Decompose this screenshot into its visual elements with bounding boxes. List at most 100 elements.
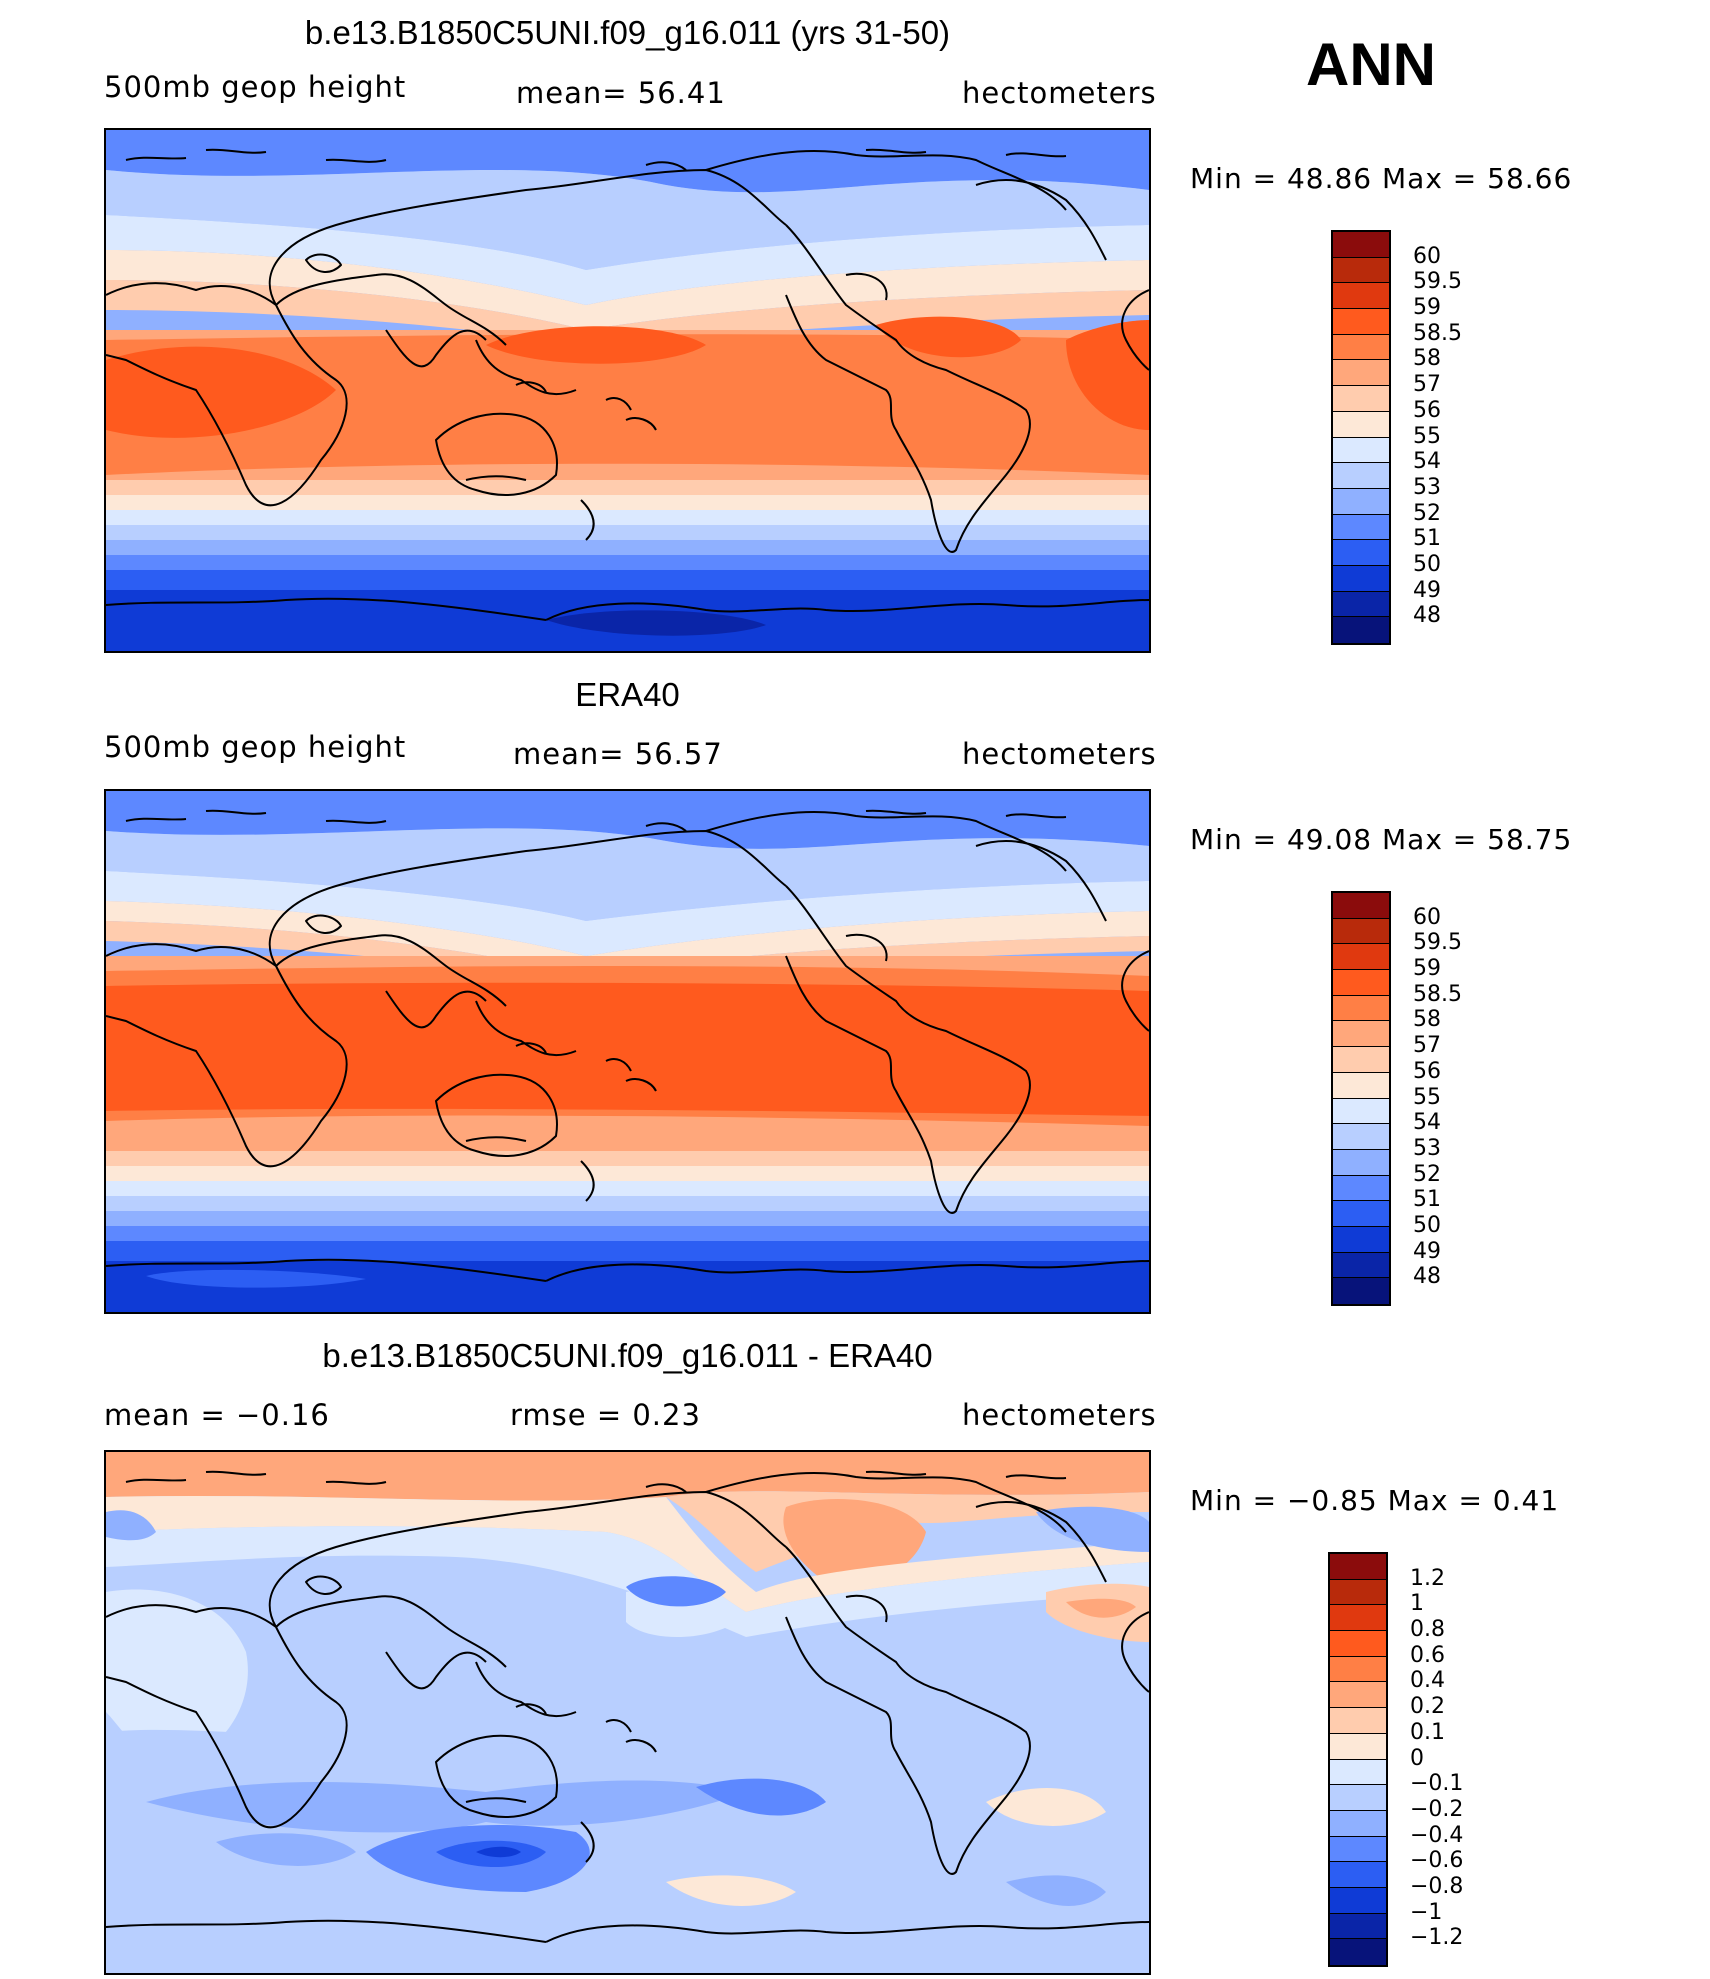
colorbar-swatch	[1330, 1682, 1386, 1709]
colorbar-swatch	[1330, 1887, 1386, 1914]
colorbar-swatch	[1330, 1579, 1386, 1606]
colorbar-level-label: 59.5	[1413, 269, 1462, 295]
colorbar-swatch	[1333, 514, 1389, 541]
colorbar-level-label: 59	[1413, 956, 1441, 982]
colorbar-level-label: −1	[1410, 1899, 1443, 1925]
colorbar-level-label: 49	[1413, 577, 1441, 603]
colorbar-swatch	[1330, 1836, 1386, 1863]
panel-1-mean-label: mean= 56.41	[516, 76, 726, 110]
colorbar-level-label: 0.8	[1410, 1617, 1445, 1643]
colorbar-swatch	[1330, 1554, 1386, 1580]
panel-2-minmax: Min = 49.08 Max = 58.75	[1190, 823, 1573, 856]
colorbar-level-label: 0.1	[1410, 1719, 1445, 1745]
colorbar-level-label: −0.8	[1410, 1873, 1464, 1899]
colorbar-level-label: 59	[1413, 295, 1441, 321]
colorbar-level-label: −1.2	[1410, 1925, 1464, 1951]
panel-2-title: ERA40	[575, 676, 680, 713]
colorbar-swatch	[1330, 1656, 1386, 1683]
panel-2-variable-label: 500mb geop height	[104, 730, 407, 764]
panel-3-title: b.e13.B1850C5UNI.f09_g16.011 - ERA40	[322, 1337, 933, 1374]
colorbar-swatch	[1333, 1098, 1389, 1125]
colorbar-swatch	[1333, 1021, 1389, 1048]
panel-2-contour-map	[106, 791, 1149, 1312]
panel-1-title: b.e13.B1850C5UNI.f09_g16.011 (yrs 31-50)	[304, 14, 951, 51]
colorbar-level-label: 58.5	[1413, 981, 1462, 1007]
panel-1-variable-label: 500mb geop height	[104, 70, 407, 104]
colorbar-level-label: 48	[1413, 1264, 1441, 1290]
panel-1-units-label: hectometers	[962, 76, 1157, 110]
colorbar-level-label: 52	[1413, 500, 1441, 526]
colorbar-level-label: 54	[1413, 449, 1441, 475]
colorbar-swatch	[1333, 1149, 1389, 1176]
colorbar-swatch	[1330, 1605, 1386, 1632]
colorbar-level-label: 1.2	[1410, 1565, 1445, 1591]
colorbar-level-label: 0.6	[1410, 1642, 1445, 1668]
colorbar-swatch	[1333, 360, 1389, 387]
colorbar-swatch	[1333, 411, 1389, 438]
colorbar-level-label: 55	[1413, 1084, 1441, 1110]
panel-1-colorbar	[1331, 230, 1391, 645]
panel-2-map	[104, 789, 1151, 1314]
colorbar-swatch	[1330, 1759, 1386, 1786]
colorbar-level-label: 54	[1413, 1110, 1441, 1136]
colorbar-swatch	[1330, 1810, 1386, 1837]
panel-3-rmse-label: rmse = 0.23	[510, 1398, 701, 1432]
colorbar-level-label: 60	[1413, 243, 1441, 269]
colorbar-swatch	[1333, 1072, 1389, 1099]
colorbar-swatch	[1333, 1252, 1389, 1279]
colorbar-level-label: 50	[1413, 1212, 1441, 1238]
colorbar-swatch	[1333, 1201, 1389, 1227]
colorbar-level-label: 0.4	[1410, 1668, 1445, 1694]
panel-1-map	[104, 128, 1151, 653]
colorbar-swatch	[1333, 309, 1389, 335]
colorbar-swatch	[1333, 1278, 1389, 1304]
panel-3-units-label: hectometers	[962, 1398, 1157, 1432]
colorbar-swatch	[1333, 918, 1389, 945]
colorbar-swatch	[1333, 1047, 1389, 1073]
colorbar-level-label: 1	[1410, 1591, 1424, 1617]
colorbar-level-label: 50	[1413, 551, 1441, 577]
panel-2-colorbar	[1331, 891, 1391, 1306]
panel-3-mean-label: mean = −0.16	[104, 1398, 330, 1432]
colorbar-swatch	[1333, 591, 1389, 618]
panel-3-contour-map	[106, 1452, 1149, 1973]
colorbar-level-label: 59.5	[1413, 930, 1462, 956]
colorbar-level-label: −0.4	[1410, 1822, 1464, 1848]
colorbar-level-label: 56	[1413, 1058, 1441, 1084]
colorbar-level-label: −0.1	[1410, 1771, 1464, 1797]
colorbar-level-label: 53	[1413, 1135, 1441, 1161]
colorbar-swatch	[1333, 463, 1389, 489]
colorbar-swatch	[1330, 1708, 1386, 1734]
colorbar-level-label: 49	[1413, 1238, 1441, 1264]
colorbar-swatch	[1333, 1124, 1389, 1150]
colorbar-level-label: 48	[1413, 603, 1441, 629]
panel-1-contour-map	[106, 130, 1149, 651]
colorbar-swatch	[1333, 617, 1389, 643]
colorbar-level-label: 57	[1413, 1033, 1441, 1059]
colorbar-swatch	[1330, 1939, 1386, 1965]
colorbar-swatch	[1333, 1175, 1389, 1202]
colorbar-swatch	[1333, 283, 1389, 310]
colorbar-level-label: 56	[1413, 397, 1441, 423]
colorbar-swatch	[1330, 1733, 1386, 1760]
panel-3-minmax: Min = −0.85 Max = 0.41	[1190, 1484, 1560, 1517]
colorbar-swatch	[1333, 944, 1389, 971]
colorbar-level-label: −0.2	[1410, 1796, 1464, 1822]
panel-2-units-label: hectometers	[962, 737, 1157, 771]
colorbar-swatch	[1333, 540, 1389, 566]
colorbar-swatch	[1333, 893, 1389, 919]
colorbar-swatch	[1333, 386, 1389, 412]
panel-3-colorbar	[1328, 1552, 1388, 1967]
colorbar-level-label: 53	[1413, 474, 1441, 500]
colorbar-level-label: 57	[1413, 372, 1441, 398]
colorbar-swatch	[1333, 232, 1389, 258]
colorbar-swatch	[1330, 1785, 1386, 1811]
colorbar-swatch	[1333, 1226, 1389, 1253]
colorbar-swatch	[1333, 970, 1389, 996]
season-label: ANN	[1306, 31, 1436, 98]
colorbar-level-label: 60	[1413, 904, 1441, 930]
colorbar-level-label: −0.6	[1410, 1848, 1464, 1874]
colorbar-swatch	[1333, 257, 1389, 284]
colorbar-level-label: 58	[1413, 346, 1441, 372]
colorbar-level-label: 55	[1413, 423, 1441, 449]
